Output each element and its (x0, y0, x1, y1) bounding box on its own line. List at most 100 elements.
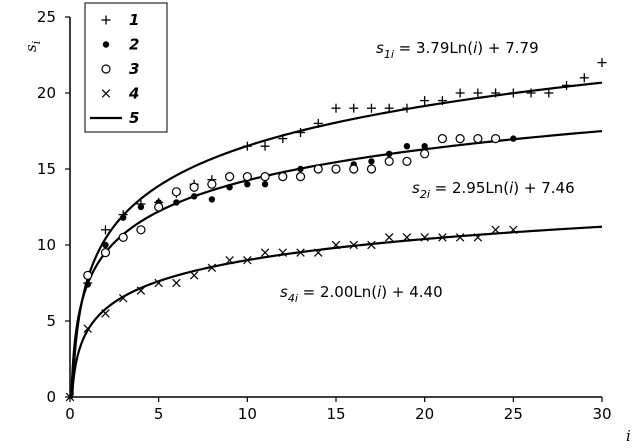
point-series-4 (101, 309, 110, 318)
point-series-2 (173, 199, 180, 206)
legend-label-2: 2 (129, 36, 139, 54)
y-axis-label-sub: i (30, 41, 43, 45)
point-series-3 (349, 164, 359, 174)
eq1-rhs-b: ) + 7.79 (477, 39, 538, 57)
point-series-4 (384, 233, 394, 242)
point-series-1 (260, 141, 270, 151)
point-series-1 (242, 141, 252, 151)
point-series-4 (314, 248, 323, 257)
point-series-3 (136, 225, 146, 235)
point-series-4 (509, 225, 518, 235)
point-series-4 (402, 233, 412, 242)
point-series-4 (420, 233, 429, 242)
point-series-2 (403, 143, 411, 150)
fit-curve-3 (70, 225, 603, 399)
y-tick-label: 10 (37, 236, 56, 254)
point-series-4 (473, 233, 483, 242)
point-series-2 (137, 203, 145, 211)
point-series-2 (84, 281, 91, 288)
eq3-rhs-a: = 2.00Ln( (298, 283, 377, 301)
point-series-2 (120, 214, 127, 221)
point-series-2 (226, 184, 233, 191)
point-series-1 (313, 118, 323, 128)
point-series-4 (349, 240, 358, 250)
point-series-2 (368, 158, 375, 165)
point-series-3 (331, 164, 341, 174)
point-series-1 (508, 88, 518, 98)
x-tick-label: 25 (504, 405, 523, 423)
point-series-1 (526, 88, 536, 98)
point-series-2 (510, 135, 517, 142)
point-series-4 (225, 255, 234, 265)
point-series-4 (491, 225, 500, 235)
eq3-lhs: s (280, 283, 288, 301)
point-series-3 (473, 134, 483, 144)
eq2-sub-i: i (427, 188, 430, 201)
equation-2: s2i = 2.95Ln(i) + 7.46 (412, 179, 575, 201)
point-series-1 (455, 88, 465, 98)
legend-label-5: 5 (129, 109, 139, 127)
point-series-3 (260, 172, 270, 182)
point-series-2 (190, 193, 198, 200)
point-series-1 (597, 58, 607, 68)
legend-marker-4 (101, 89, 111, 98)
point-series-1 (366, 103, 376, 113)
equation-3: s4i = 2.00Ln(i) + 4.40 (280, 283, 443, 305)
fit-curve-2 (70, 130, 603, 399)
legend-label-1: 1 (129, 11, 139, 29)
point-series-4 (136, 286, 146, 295)
point-series-1 (278, 134, 288, 144)
point-series-3 (83, 270, 93, 280)
eq2-rhs-a: = 2.95Ln( (430, 179, 509, 197)
point-series-1 (491, 88, 501, 98)
equation-1: s1i = 3.79Ln(i) + 7.79 (376, 39, 539, 61)
point-series-4 (278, 248, 288, 257)
y-tick-label: 5 (46, 312, 56, 330)
point-series-3 (189, 182, 199, 192)
eq3-sub: 4i (288, 292, 298, 305)
point-series-1 (579, 73, 589, 83)
point-series-3 (100, 248, 111, 258)
point-series-3 (384, 156, 394, 166)
x-tick-label: 15 (326, 405, 345, 423)
point-series-4 (243, 255, 252, 265)
legend-marker-2 (102, 41, 110, 48)
point-series-1 (562, 80, 572, 90)
legend-label-4: 4 (128, 85, 139, 103)
y-axis-label: si (22, 41, 43, 52)
x-tick-label: 5 (154, 405, 164, 423)
point-series-4 (296, 248, 305, 257)
eq2-sub: 2i (420, 188, 430, 201)
eq3-sub-i: i (295, 292, 298, 305)
eq1-lhs: s (376, 39, 384, 57)
point-series-3 (455, 134, 465, 144)
point-series-3 (420, 149, 430, 159)
y-tick-label: 0 (46, 388, 56, 406)
point-series-3 (491, 134, 501, 144)
point-series-3 (295, 172, 306, 182)
x-tick-label: 20 (415, 405, 434, 423)
point-series-1 (331, 103, 341, 113)
point-series-4 (207, 263, 217, 273)
point-series-4 (189, 271, 199, 280)
eq1-sub-num: 1 (384, 48, 391, 61)
point-series-2 (208, 196, 216, 203)
eq1-rhs-i: i (473, 39, 478, 57)
point-series-1 (437, 96, 447, 106)
point-series-1 (420, 96, 430, 106)
eq3-sub-num: 4 (288, 292, 295, 305)
x-tick-label: 0 (65, 405, 75, 423)
eq2-lhs: s (412, 179, 420, 197)
point-series-4 (438, 233, 447, 242)
point-series-2 (297, 165, 304, 173)
point-series-2 (102, 241, 109, 249)
point-series-1 (296, 128, 306, 138)
x-tick-label: 10 (238, 405, 257, 423)
point-series-2 (261, 181, 269, 188)
point-series-1 (402, 103, 412, 113)
point-series-3 (225, 172, 235, 182)
point-series-3 (278, 172, 288, 182)
